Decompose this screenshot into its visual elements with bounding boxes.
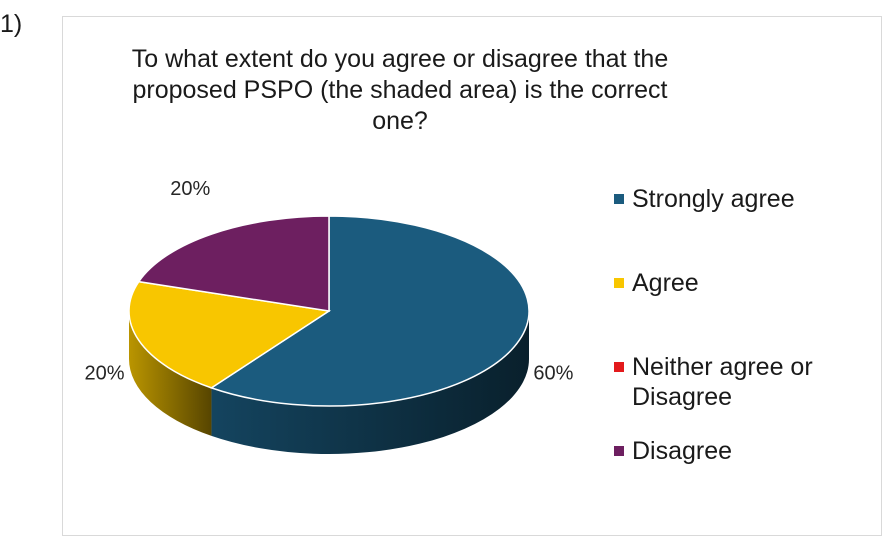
legend-item-disagree: Disagree	[614, 436, 732, 466]
legend-label: Strongly agree	[632, 185, 795, 213]
legend-item-agree: Agree	[614, 268, 699, 298]
pie-chart: 60% 20% 20%	[85, 178, 574, 454]
legend-item-strongly-agree: Strongly agree	[614, 184, 795, 214]
legend-label: Agree	[632, 269, 699, 297]
legend-swatch	[614, 446, 624, 456]
legend-item-neither-agree-or-disagree: Neither agree or Disagree	[614, 352, 852, 412]
legend-swatch	[614, 194, 624, 204]
pie-slice-disagree	[137, 215, 330, 312]
data-label-agree: 20%	[85, 362, 125, 384]
pie-slice-agree	[128, 280, 332, 389]
pie-side-agree	[129, 311, 212, 436]
pie-side-strongly-agree	[211, 311, 530, 454]
data-label-strongly-agree: 60%	[533, 362, 573, 384]
legend-swatch	[614, 278, 624, 288]
data-label-disagree: 20%	[170, 178, 210, 200]
question-number: 1)	[0, 10, 23, 38]
legend-swatch	[614, 362, 624, 372]
chart-title: To what extent do you agree or disagree …	[131, 45, 669, 135]
pie-slice-strongly-agree	[209, 215, 530, 407]
legend-label: Neither agree or Disagree	[632, 353, 813, 411]
legend-label: Disagree	[632, 437, 733, 465]
